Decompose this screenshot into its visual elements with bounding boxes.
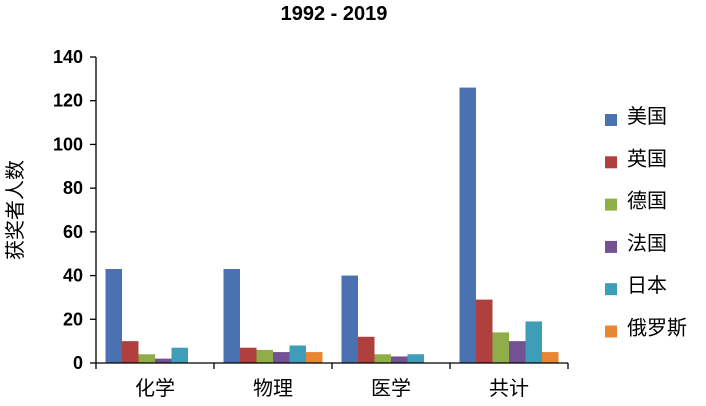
x-tick-label: 医学 [371,376,411,400]
bar-1-0 [223,269,240,363]
bar-0-4 [171,347,188,363]
bar-2-4 [407,354,424,363]
legend-label: 日本 [627,273,667,297]
y-tick-label: 40 [63,266,83,286]
legend-swatch [605,156,617,169]
bar-1-5 [306,352,323,363]
legend-label: 俄罗斯 [627,316,687,340]
bar-0-0 [105,269,122,363]
plot-area: 0 20 40 60 80 100 120 140 化学 物理 医学 共计 [53,47,569,400]
bar-3-5 [542,352,559,363]
bar-3-1 [476,299,493,363]
bar-2-0 [341,275,358,363]
legend-swatch [605,114,617,126]
bar-3-4 [525,321,542,363]
bar-2-1 [358,336,375,363]
legend-label: 法国 [627,231,667,255]
legend-label: 德国 [627,189,667,213]
legend-label: 美国 [627,104,667,128]
y-tick-label: 0 [73,353,83,373]
bar-0-2 [138,354,155,363]
x-tick-label: 化学 [135,376,175,400]
y-tick-label: 80 [63,178,83,198]
y-tick-label: 20 [63,309,83,329]
legend-swatch [605,240,617,253]
bar-3-2 [492,332,509,363]
bar-2-2 [374,354,391,363]
legend-label: 英国 [627,146,667,170]
bar-1-2 [256,349,273,363]
y-tick-label: 100 [53,134,83,154]
x-tick-label: 物理 [253,376,293,400]
legend-swatch [605,283,617,296]
legend-swatch [605,325,617,338]
bar-0-1 [122,341,139,363]
bar-1-3 [273,352,290,363]
x-tick-label: 共计 [489,376,529,400]
bar-3-0 [459,87,476,363]
bar-0-3 [155,358,172,363]
bar-2-3 [391,356,408,363]
bar-1-4 [289,345,306,363]
y-tick-label: 60 [63,222,83,242]
y-axis-label: 获奖者人数 [3,160,27,260]
y-tick-label: 140 [53,47,83,67]
bar-1-1 [240,347,257,363]
chart-title: 1992 - 2019 [281,3,388,25]
bar-3-3 [509,341,526,363]
y-tick-label: 120 [53,91,83,111]
legend-swatch [605,198,617,211]
